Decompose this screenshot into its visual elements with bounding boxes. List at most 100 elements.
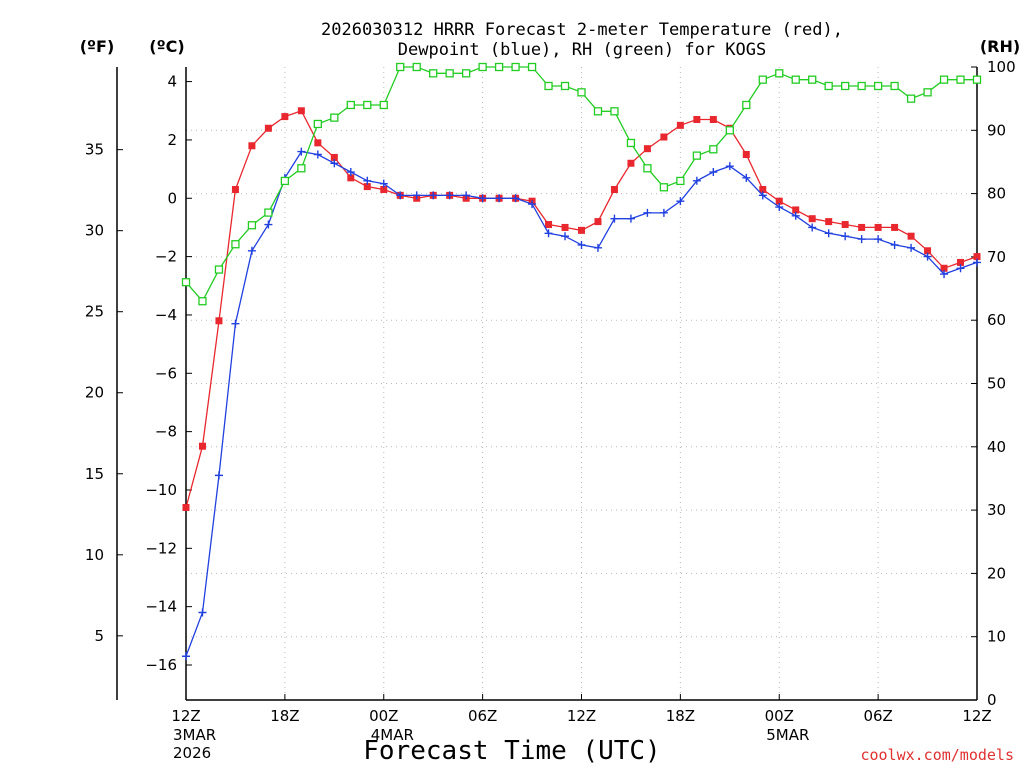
rh-point: [626, 138, 636, 148]
dewpoint-point: [198, 608, 207, 617]
celsius-tick-label: −8: [155, 423, 177, 441]
rh-point: [676, 176, 685, 186]
rh-tick-label: 0: [987, 691, 997, 709]
credit-watermark: coolwx.com/models: [860, 746, 1014, 764]
rh-point: [527, 62, 537, 72]
temperature-point: [907, 232, 915, 240]
rh-point: [379, 100, 388, 110]
temperature-point: [561, 223, 569, 231]
dewpoint-point: [561, 232, 570, 241]
grid-lines: [186, 67, 977, 700]
temperature-point: [940, 264, 948, 272]
celsius-tick-label: −2: [155, 248, 177, 266]
temperature-point: [957, 258, 965, 266]
temperature-point: [380, 186, 388, 194]
dewpoint-point: [363, 176, 372, 185]
rh-point: [412, 62, 421, 72]
rh-tick-label: 20: [987, 564, 1006, 582]
temperature-point: [198, 442, 206, 450]
rh-tick-label: 90: [987, 121, 1006, 139]
chart-title-line2: Dewpoint (blue), RH (green) for KOGS: [398, 40, 766, 60]
rh-point: [906, 94, 916, 103]
rh-point: [643, 164, 652, 173]
dewpoint-point: [346, 168, 355, 177]
rh-point: [313, 119, 322, 129]
fahrenheit-tick-label: 5: [94, 627, 104, 645]
x-axis-label: Forecast Time (UTC): [363, 736, 660, 766]
rh-point: [544, 81, 553, 91]
rh-tick-label: 10: [987, 628, 1006, 646]
data-series: [181, 62, 982, 661]
rh-point: [214, 265, 224, 274]
rh-point: [264, 208, 273, 217]
rh-point: [461, 69, 471, 78]
dewpoint-point: [429, 191, 438, 200]
dewpoint-point: [577, 240, 586, 249]
dewpoint-point: [940, 270, 949, 279]
rh-point: [297, 164, 306, 173]
celsius-tick-label: 2: [167, 131, 177, 149]
dewpoint-point: [725, 162, 734, 171]
rh-point: [692, 151, 702, 160]
rh-point: [725, 126, 734, 135]
temperature-point: [215, 317, 223, 325]
dewpoint-point: [297, 147, 306, 156]
rh-point: [709, 145, 718, 154]
rh-point: [593, 107, 603, 116]
fahrenheit-tick-label: 15: [85, 465, 104, 483]
temperature-point: [610, 186, 618, 194]
temperature-point: [759, 186, 767, 194]
dewpoint-point: [692, 176, 701, 185]
temperature-point: [182, 503, 190, 511]
dewpoint-point: [528, 200, 537, 209]
celsius-tick-label: −4: [155, 306, 177, 324]
dewpoint-point: [313, 150, 322, 159]
dewpoint-point: [626, 214, 635, 223]
dewpoint-point: [544, 229, 553, 238]
dewpoint-point: [593, 243, 602, 252]
temperature-point: [643, 145, 651, 153]
unit-rh-label: (RH): [980, 37, 1020, 56]
dewpoint-point: [396, 191, 405, 200]
rh-point: [956, 75, 965, 84]
dewpoint-point: [841, 232, 850, 241]
rh-tick-label: 60: [987, 311, 1006, 329]
x-tick-label: 18Z: [666, 707, 695, 725]
rh-point: [198, 297, 207, 306]
rh-point: [363, 100, 372, 110]
temperature-point: [264, 124, 272, 132]
x-tick-label: 12Z: [962, 707, 991, 725]
dewpoint-point: [610, 214, 619, 223]
temperature-point: [363, 183, 371, 191]
unit-celsius-label: (ºC): [149, 37, 184, 56]
axes: 420−2−4−6−8−10−12−14−1635302520151051009…: [85, 58, 1016, 762]
rh-point: [857, 81, 866, 91]
dewpoint-point: [709, 168, 718, 177]
temperature-point: [330, 153, 338, 161]
x-tick-label: 06Z: [468, 707, 497, 725]
x-tick-label: 06Z: [863, 707, 892, 725]
temperature-point: [281, 113, 289, 121]
temperature-point: [314, 139, 322, 147]
unit-fahrenheit-label: (ºF): [80, 37, 115, 56]
dewpoint-point: [330, 159, 339, 168]
celsius-tick-label: −6: [155, 364, 177, 382]
x-tick-label: 18Z: [270, 707, 299, 725]
temperature-point: [231, 186, 239, 194]
rh-point: [939, 75, 949, 84]
rh-point: [577, 88, 586, 97]
dewpoint-point: [445, 191, 454, 200]
temperature-point: [709, 116, 717, 124]
fahrenheit-tick-label: 35: [85, 141, 104, 159]
fahrenheit-tick-label: 20: [85, 384, 104, 402]
dewpoint-point: [857, 235, 866, 244]
rh-point: [890, 81, 899, 91]
temperature-point: [742, 151, 750, 159]
rh-point: [923, 88, 932, 97]
temperature-point: [594, 218, 602, 226]
dewpoint-point: [379, 179, 388, 188]
dewpoint-point: [973, 258, 981, 267]
temperature-point: [660, 133, 668, 141]
dewpoint-point: [758, 191, 767, 200]
